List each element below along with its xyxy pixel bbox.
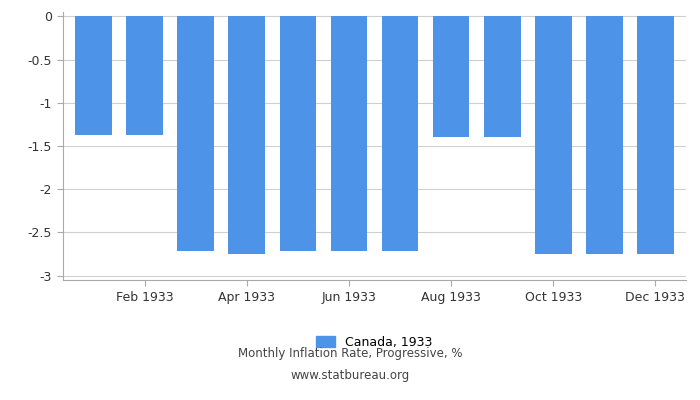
Bar: [637, 16, 673, 254]
Bar: [382, 16, 419, 252]
Text: www.statbureau.org: www.statbureau.org: [290, 370, 410, 382]
Text: Monthly Inflation Rate, Progressive, %: Monthly Inflation Rate, Progressive, %: [238, 348, 462, 360]
Bar: [433, 16, 470, 137]
Legend: Canada, 1933: Canada, 1933: [316, 336, 433, 349]
Bar: [330, 16, 368, 252]
Bar: [279, 16, 316, 252]
Bar: [586, 16, 623, 254]
Bar: [177, 16, 214, 252]
Bar: [484, 16, 521, 137]
Bar: [228, 16, 265, 254]
Bar: [76, 16, 112, 135]
Bar: [126, 16, 163, 135]
Bar: [535, 16, 572, 254]
